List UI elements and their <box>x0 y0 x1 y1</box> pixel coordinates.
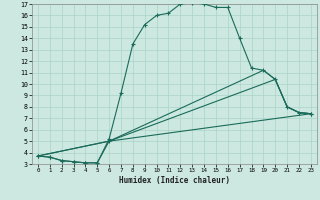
X-axis label: Humidex (Indice chaleur): Humidex (Indice chaleur) <box>119 176 230 185</box>
